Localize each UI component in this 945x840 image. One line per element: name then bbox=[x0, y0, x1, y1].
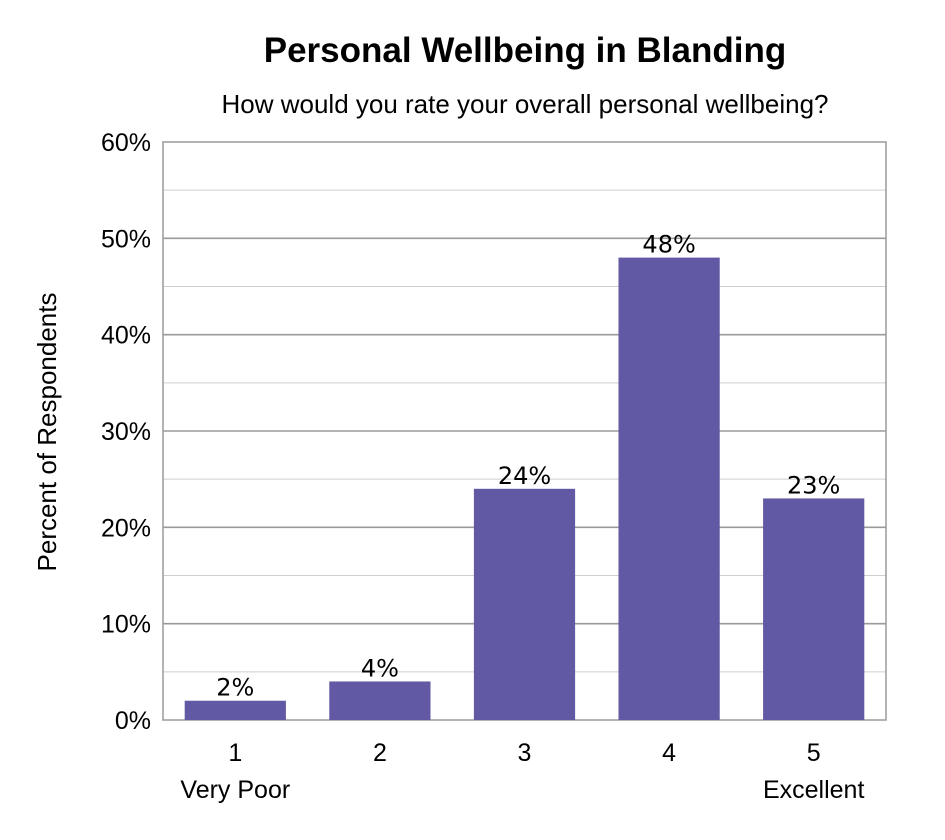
y-tick-label: 0% bbox=[115, 707, 151, 735]
bars bbox=[184, 257, 865, 720]
y-tick-label: 10% bbox=[101, 611, 151, 639]
data-label: 48% bbox=[642, 231, 695, 259]
x-tick-label: 5 bbox=[807, 739, 821, 767]
bar-4 bbox=[618, 257, 720, 720]
data-label: 23% bbox=[787, 471, 840, 499]
y-tick-label: 40% bbox=[101, 322, 151, 350]
x-tick-label: 3 bbox=[518, 739, 532, 767]
data-label: 4% bbox=[361, 654, 399, 682]
x-axis-ticks: 1 Very Poor 2 3 4 5 Excellent bbox=[180, 739, 864, 804]
data-label: 24% bbox=[498, 462, 551, 490]
bar-1 bbox=[184, 700, 286, 720]
chart-subtitle: How would you rate your overall personal… bbox=[221, 89, 828, 119]
bar-2 bbox=[329, 681, 431, 720]
y-axis-ticks: 0% 10% 20% 30% 40% 50% 60% bbox=[101, 129, 151, 735]
bar-3 bbox=[473, 488, 576, 720]
x-tick-label: 1 bbox=[228, 739, 242, 767]
x-tick-label: 4 bbox=[662, 739, 676, 767]
x-tick-sublabel: Very Poor bbox=[180, 776, 290, 804]
chart-title: Personal Wellbeing in Blanding bbox=[264, 31, 786, 70]
y-tick-label: 50% bbox=[101, 225, 151, 253]
x-tick-sublabel: Excellent bbox=[763, 776, 864, 804]
y-tick-label: 30% bbox=[101, 418, 151, 446]
y-tick-label: 60% bbox=[101, 129, 151, 157]
data-label: 2% bbox=[216, 674, 254, 702]
bar-5 bbox=[763, 498, 865, 720]
gridlines bbox=[163, 189, 886, 673]
data-labels: 2% 4% 24% 48% 23% bbox=[216, 231, 840, 702]
x-tick-label: 2 bbox=[373, 739, 387, 767]
y-tick-label: 20% bbox=[101, 514, 151, 542]
y-axis-label: Percent of Respondents bbox=[32, 293, 62, 572]
